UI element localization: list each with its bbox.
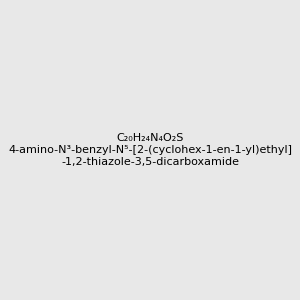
Text: C₂₀H₂₄N₄O₂S
4-amino-N³-benzyl-N⁵-[2-(cyclohex-1-en-1-yl)ethyl]
-1,2-thiazole-3,5: C₂₀H₂₄N₄O₂S 4-amino-N³-benzyl-N⁵-[2-(cyc…	[8, 134, 292, 166]
